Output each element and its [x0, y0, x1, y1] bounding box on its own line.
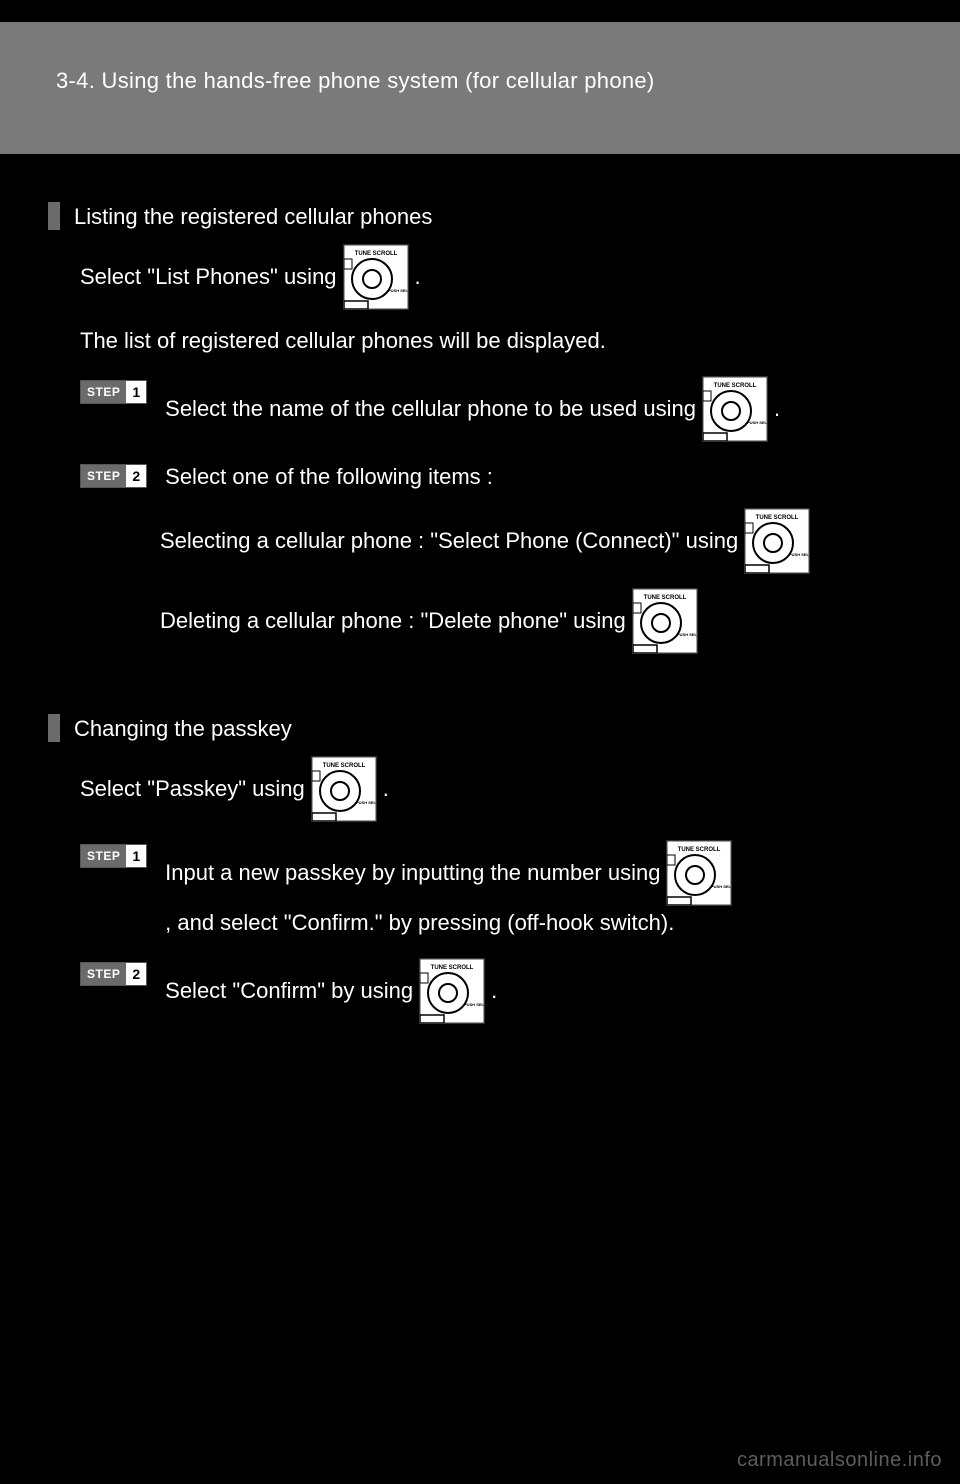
- tune-scroll-knob-icon: TUNE SCROLL PUSH SELECT: [702, 376, 768, 442]
- sub-before: Deleting a cellular phone : "Delete phon…: [160, 604, 626, 638]
- section1-step2-sub1: Selecting a cellular phone : "Select Pho…: [0, 494, 960, 574]
- section-bullet-icon: [48, 714, 60, 742]
- top-margin: [0, 0, 960, 22]
- step-text-after: .: [774, 392, 780, 426]
- section-heading-passkey: Changing the passkey: [0, 674, 960, 742]
- sub-before: Selecting a cellular phone : "Select Pho…: [160, 524, 738, 558]
- section2-step2-text: Select "Confirm" by using TUNE SCROLL PU…: [147, 958, 900, 1024]
- step-word: STEP: [81, 465, 126, 487]
- step-word: STEP: [81, 845, 126, 867]
- page-header: 3-4. Using the hands-free phone system (…: [0, 22, 960, 154]
- tune-scroll-knob-icon: TUNE SCROLL PUSH SELECT: [744, 508, 810, 574]
- section2-step1-text: Input a new passkey by inputting the num…: [147, 840, 900, 940]
- section-bullet-icon: [48, 202, 60, 230]
- section2-intro-before: Select "Passkey" using: [80, 772, 305, 806]
- step-word: STEP: [81, 381, 126, 403]
- step-text-after: .: [491, 974, 497, 1008]
- step-text-after: , and select "Confirm." by pressing (off…: [165, 906, 674, 940]
- svg-text:PUSH SELECT: PUSH SELECT: [747, 420, 767, 425]
- step-num: 1: [126, 845, 146, 867]
- knob-side-label: PUSH SELECT: [388, 288, 408, 293]
- content-area: Listing the registered cellular phones S…: [0, 162, 960, 1024]
- section1-intro-before: Select "List Phones" using: [80, 260, 337, 294]
- section2-intro-after: .: [383, 772, 389, 806]
- svg-text:TUNE SCROLL: TUNE SCROLL: [678, 847, 721, 853]
- section2-intro-row: Select "Passkey" using TUNE SCROLL PUSH …: [0, 742, 960, 822]
- svg-text:TUNE SCROLL: TUNE SCROLL: [322, 763, 365, 769]
- section1-step1-text: Select the name of the cellular phone to…: [147, 376, 900, 442]
- tune-scroll-knob-icon: TUNE SCROLL PUSH SELECT: [419, 958, 485, 1024]
- section1-step1-row: STEP1 Select the name of the cellular ph…: [0, 366, 960, 442]
- step-num: 2: [126, 963, 146, 985]
- svg-text:TUNE SCROLL: TUNE SCROLL: [714, 383, 757, 389]
- svg-text:TUNE SCROLL: TUNE SCROLL: [756, 515, 799, 521]
- svg-text:PUSH SELECT: PUSH SELECT: [677, 632, 697, 637]
- svg-text:TUNE SCROLL: TUNE SCROLL: [431, 965, 474, 971]
- section-heading-text: Changing the passkey: [74, 716, 292, 741]
- step-badge: STEP2: [80, 962, 147, 986]
- section1-step2-sub2: Deleting a cellular phone : "Delete phon…: [0, 574, 960, 654]
- tune-scroll-knob-icon: TUNE SCROLL PUSH SELECT: [311, 756, 377, 822]
- watermark: carmanualsonline.info: [737, 1449, 942, 1472]
- section1-step2-row: STEP2 Select one of the following items …: [0, 450, 960, 494]
- section-heading-list-phones: Listing the registered cellular phones: [0, 162, 960, 230]
- svg-text:PUSH SELECT: PUSH SELECT: [711, 884, 731, 889]
- section2-step2-row: STEP2 Select "Confirm" by using TUNE SCR…: [0, 948, 960, 1024]
- section1-intro2: The list of registered cellular phones w…: [0, 310, 960, 358]
- step-num: 2: [126, 465, 146, 487]
- tune-scroll-knob-icon: TUNE SCROLL PUSH SELECT: [343, 244, 409, 310]
- section1-step2-text: Select one of the following items :: [147, 460, 900, 494]
- step-badge: STEP1: [80, 380, 147, 404]
- svg-text:PUSH SELECT: PUSH SELECT: [356, 800, 376, 805]
- knob-top-label: TUNE SCROLL: [354, 251, 397, 257]
- section-heading-text: Listing the registered cellular phones: [74, 204, 432, 229]
- svg-text:PUSH SELECT: PUSH SELECT: [789, 552, 809, 557]
- section1-intro-row: Select "List Phones" using TUNE SCROLL P…: [0, 230, 960, 310]
- step-text-before: Select the name of the cellular phone to…: [165, 392, 696, 426]
- step-badge: STEP2: [80, 464, 147, 488]
- step-num: 1: [126, 381, 146, 403]
- step-badge: STEP1: [80, 844, 147, 868]
- tune-scroll-knob-icon: TUNE SCROLL PUSH SELECT: [632, 588, 698, 654]
- step-word: STEP: [81, 963, 126, 985]
- step-text-before: Input a new passkey by inputting the num…: [165, 856, 660, 890]
- step-text-before: Select "Confirm" by using: [165, 974, 413, 1008]
- section2-step1-row: STEP1 Input a new passkey by inputting t…: [0, 830, 960, 940]
- tune-scroll-knob-icon: TUNE SCROLL PUSH SELECT: [666, 840, 732, 906]
- page: 3-4. Using the hands-free phone system (…: [0, 0, 960, 1484]
- section1-intro-after: .: [415, 260, 421, 294]
- svg-text:PUSH SELECT: PUSH SELECT: [464, 1002, 484, 1007]
- section-title: 3-4. Using the hands-free phone system (…: [0, 22, 960, 94]
- svg-text:TUNE SCROLL: TUNE SCROLL: [643, 595, 686, 601]
